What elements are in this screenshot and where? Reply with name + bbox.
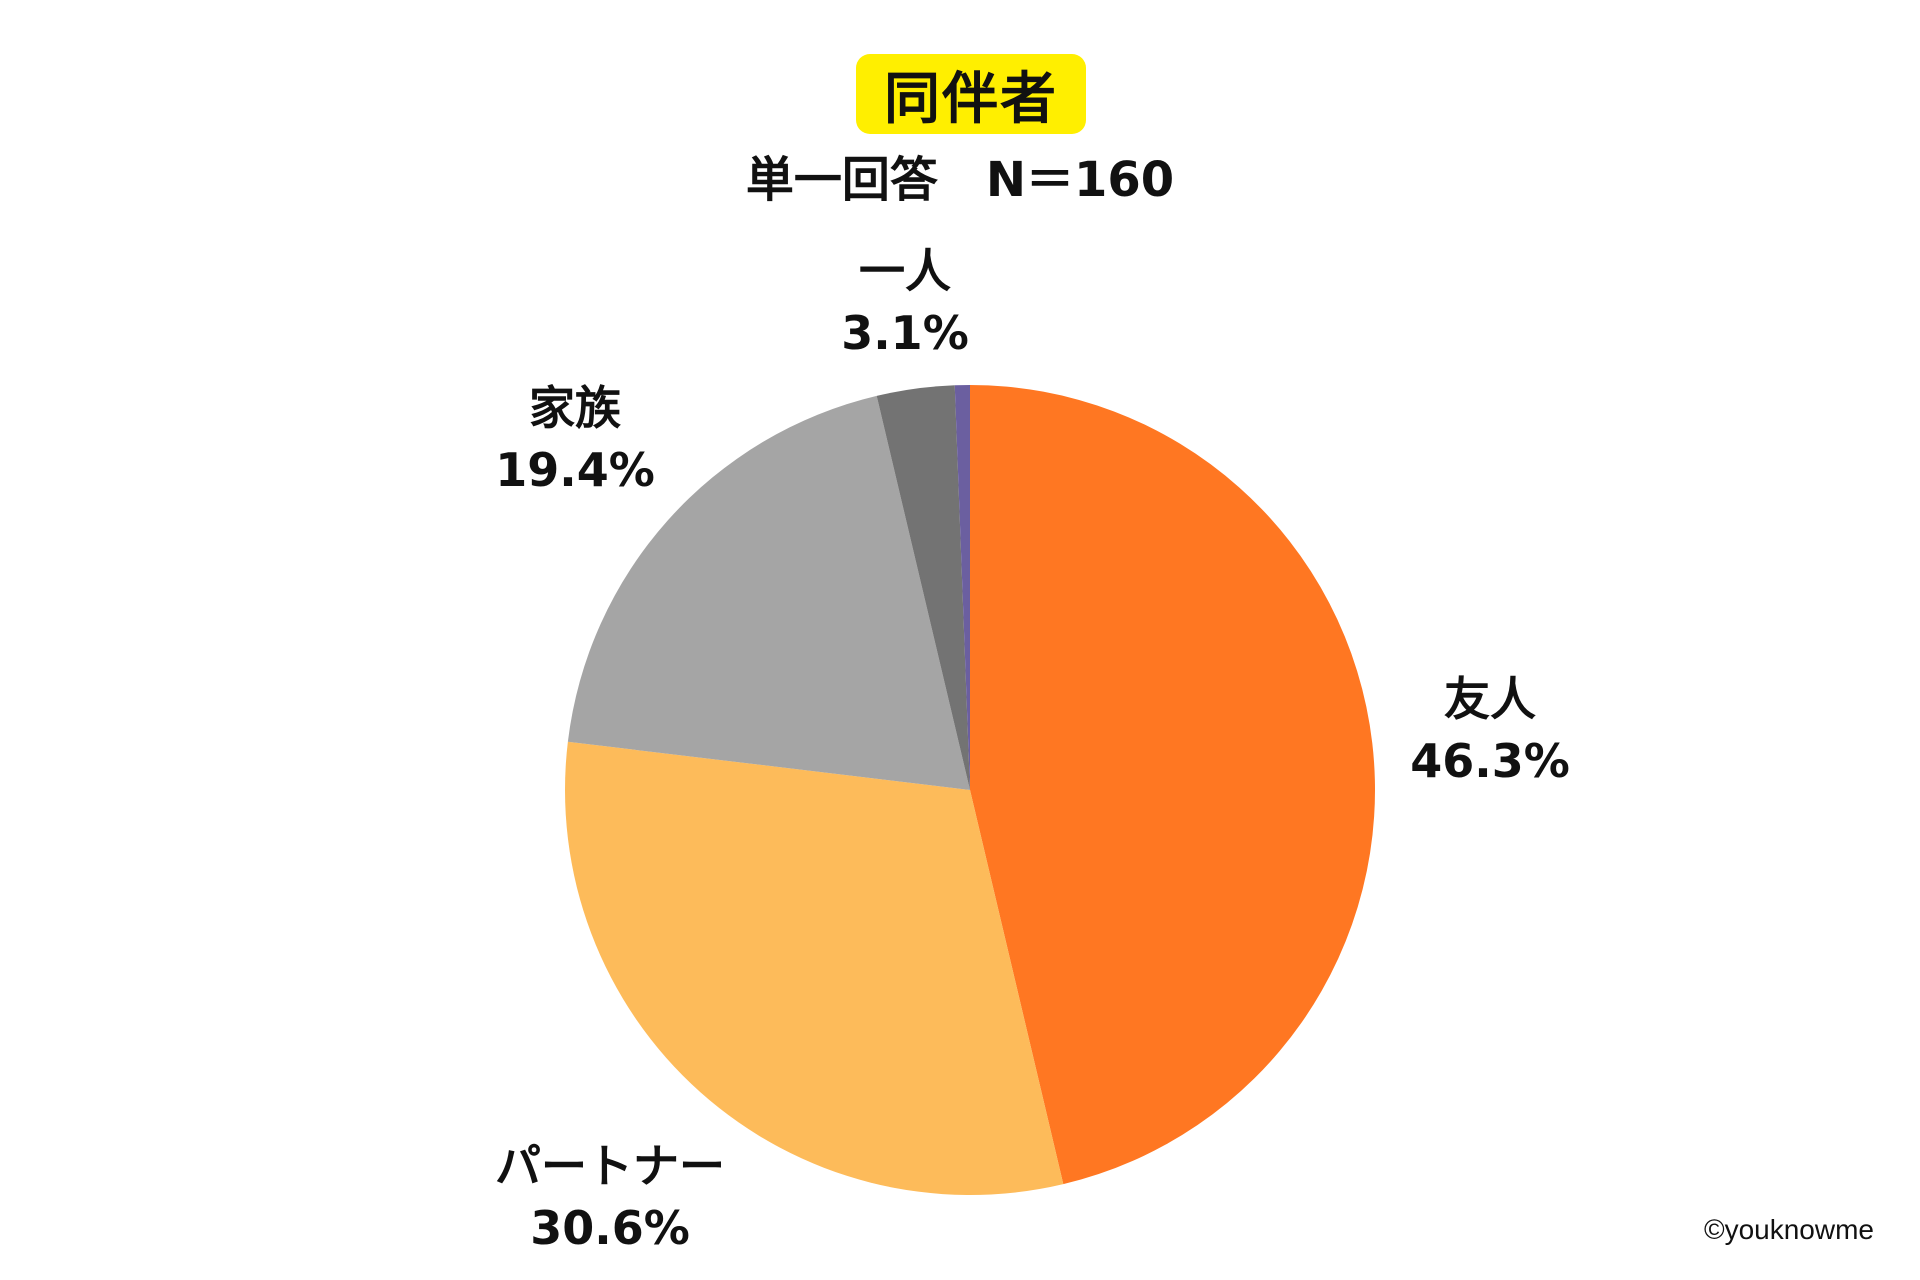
slice-label-family: 家族 19.4% (470, 377, 680, 501)
pie-slice-family (567, 395, 970, 790)
pie-slice-partner (565, 741, 1064, 1195)
slice-value-partner: 30.6% (530, 1201, 690, 1255)
slice-value-alone: 3.1% (841, 306, 969, 360)
chart-subtitle: 単一回答 N＝160 (745, 152, 1175, 208)
pie-slice-friend (970, 385, 1376, 1185)
slice-name-friend: 友人 (1444, 672, 1536, 726)
pie-slice-other (954, 385, 970, 790)
slice-label-partner: パートナー 30.6% (470, 1135, 750, 1259)
slice-name-family: 家族 (529, 381, 621, 435)
slice-value-friend: 46.3% (1410, 734, 1570, 788)
slice-value-family: 19.4% (495, 443, 655, 497)
slice-label-alone: 一人 3.1% (810, 240, 1000, 364)
slice-name-alone: 一人 (859, 244, 951, 298)
title-highlight: 同伴者 (856, 54, 1086, 134)
chart-title: 同伴者 (884, 66, 1058, 132)
slice-label-friend: 友人 46.3% (1390, 668, 1590, 792)
copyright-credit: ©youknowme (1703, 1214, 1874, 1245)
pie-slice-alone (876, 385, 970, 790)
slice-name-partner: パートナー (495, 1139, 725, 1193)
